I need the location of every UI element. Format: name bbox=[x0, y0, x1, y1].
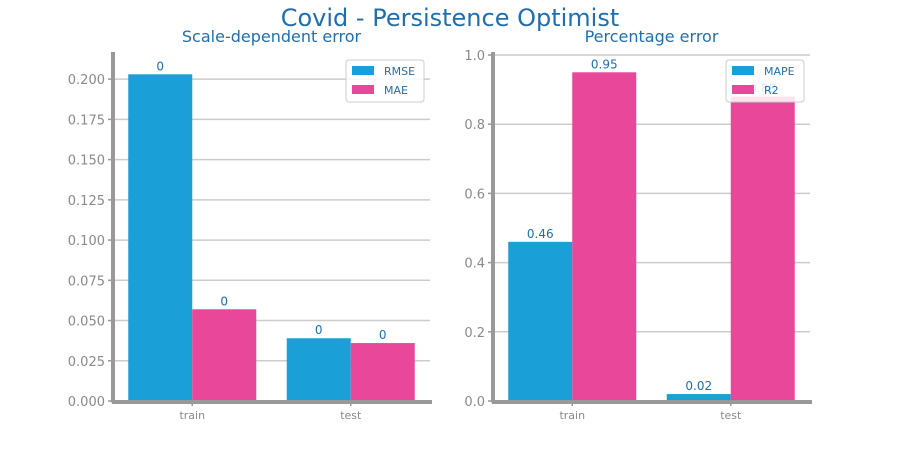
x-tick-label: train bbox=[179, 409, 205, 422]
y-tick-label: 0.075 bbox=[68, 274, 105, 289]
legend-swatch-mae bbox=[352, 85, 374, 94]
bar-mae-train bbox=[192, 309, 257, 401]
y-tick-label: 1.0 bbox=[464, 49, 485, 64]
figure-title: Covid - Persistence Optimist bbox=[280, 4, 620, 32]
legend-swatch-rmse bbox=[352, 66, 374, 75]
y-tick-label: 0.6 bbox=[464, 187, 485, 202]
y-tick-label: 0.200 bbox=[68, 73, 105, 88]
chart-1: Scale-dependent error 0.000 0.025 0.050 0.07… bbox=[68, 27, 432, 422]
x-tick-label: test bbox=[720, 409, 742, 422]
y-tick-label: 0.100 bbox=[68, 234, 105, 249]
y-tick-label: 0.175 bbox=[68, 113, 105, 128]
y-tick-label: 0.2 bbox=[464, 326, 485, 341]
data-label: 0 bbox=[315, 323, 323, 337]
legend-label: MAE bbox=[384, 84, 408, 97]
y-tick-label: 0.8 bbox=[464, 118, 485, 133]
chart-2: Percentage error 0.0 0.2 0.4 0.6 0.8 1.0 0.46 0.… bbox=[464, 27, 812, 422]
y-tick-label: 0.000 bbox=[68, 395, 105, 410]
chart-title: Percentage error bbox=[585, 27, 719, 46]
data-label: 0 bbox=[156, 59, 164, 73]
bar-mape-train bbox=[508, 241, 573, 401]
data-label: 0 bbox=[220, 294, 228, 308]
y-tick-label: 0.025 bbox=[68, 355, 105, 370]
y-tick-label: 0.4 bbox=[464, 257, 485, 272]
y-tick-label: 0.150 bbox=[68, 154, 105, 169]
x-tick-label: test bbox=[340, 409, 362, 422]
legend-swatch-r2 bbox=[732, 85, 754, 94]
legend-label: MAPE bbox=[764, 65, 795, 78]
legend-label: R2 bbox=[764, 84, 779, 97]
bar-mae-test bbox=[350, 343, 415, 401]
data-label: 0.46 bbox=[527, 227, 554, 241]
bar-mape-test bbox=[666, 394, 731, 401]
legend: MAPE R2 bbox=[725, 59, 805, 103]
legend: RMSE MAE bbox=[345, 59, 425, 103]
data-label: 0.95 bbox=[591, 57, 618, 71]
chart-title: Scale-dependent error bbox=[182, 27, 362, 46]
data-label: 0.02 bbox=[685, 379, 712, 393]
data-label: 0 bbox=[379, 328, 387, 342]
legend-swatch-mape bbox=[732, 66, 754, 75]
bar-r2-train bbox=[572, 72, 637, 402]
y-tick-label: 0.050 bbox=[68, 315, 105, 330]
bar-rmse-train bbox=[128, 74, 193, 401]
y-tick-label: 0.125 bbox=[68, 194, 105, 209]
bar-rmse-test bbox=[286, 338, 351, 401]
legend-label: RMSE bbox=[384, 65, 415, 78]
bar-r2-test bbox=[730, 96, 795, 402]
y-tick-label: 0.0 bbox=[464, 395, 485, 410]
x-tick-label: train bbox=[559, 409, 585, 422]
